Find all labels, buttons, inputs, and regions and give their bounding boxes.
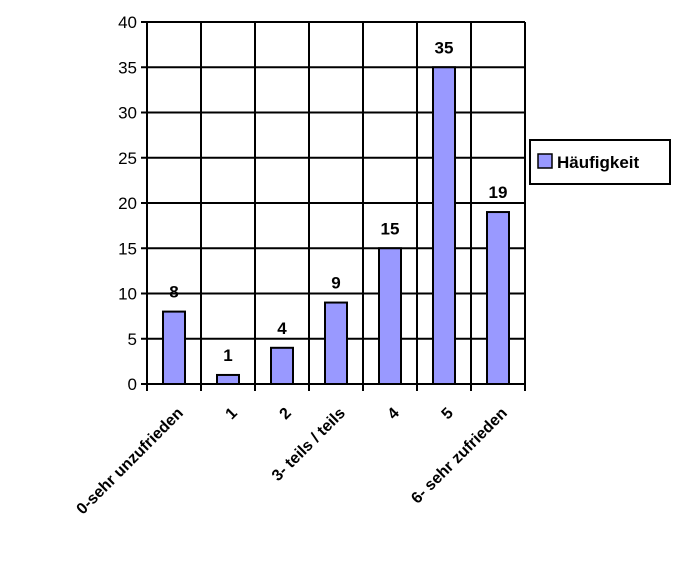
gridlines	[147, 21, 526, 384]
legend-box	[529, 139, 671, 185]
data-labels: 8 1 4 9 15 35 19	[169, 38, 507, 365]
bar	[324, 301, 348, 385]
x-tick-label: 2	[277, 405, 295, 423]
y-tick-label: 5	[128, 330, 137, 349]
y-tick-label: 40	[118, 13, 137, 32]
bar	[378, 247, 402, 385]
y-tick-label: 0	[128, 375, 137, 394]
x-tick-label: 1	[223, 405, 241, 423]
bar	[216, 373, 240, 386]
data-label: 15	[381, 219, 400, 238]
y-tick-label: 10	[118, 285, 137, 304]
y-tick-label: 15	[118, 239, 137, 258]
bar	[486, 211, 510, 385]
bar	[162, 310, 186, 386]
y-tick-label: 30	[118, 104, 137, 123]
y-tick-label: 20	[118, 194, 137, 213]
bars	[162, 66, 510, 386]
legend: Häufigkeit	[529, 139, 671, 185]
y-tick-label: 25	[118, 149, 137, 168]
data-label: 8	[169, 283, 178, 302]
data-label: 19	[489, 183, 508, 202]
x-tick-label: 0-sehr unzufrieden	[74, 405, 187, 518]
legend-swatch	[537, 153, 553, 169]
x-tick-label: 6- sehr zufrieden	[408, 405, 511, 508]
x-tick-label: 5	[439, 405, 457, 423]
data-label: 9	[331, 274, 340, 293]
bar	[432, 66, 456, 385]
data-label: 1	[223, 346, 232, 365]
bar	[270, 346, 294, 385]
y-tick-label: 35	[118, 58, 137, 77]
data-label: 35	[435, 38, 454, 57]
x-tick-label: 4	[385, 405, 403, 423]
data-label: 4	[277, 319, 287, 338]
legend-label: Häufigkeit	[557, 153, 640, 172]
